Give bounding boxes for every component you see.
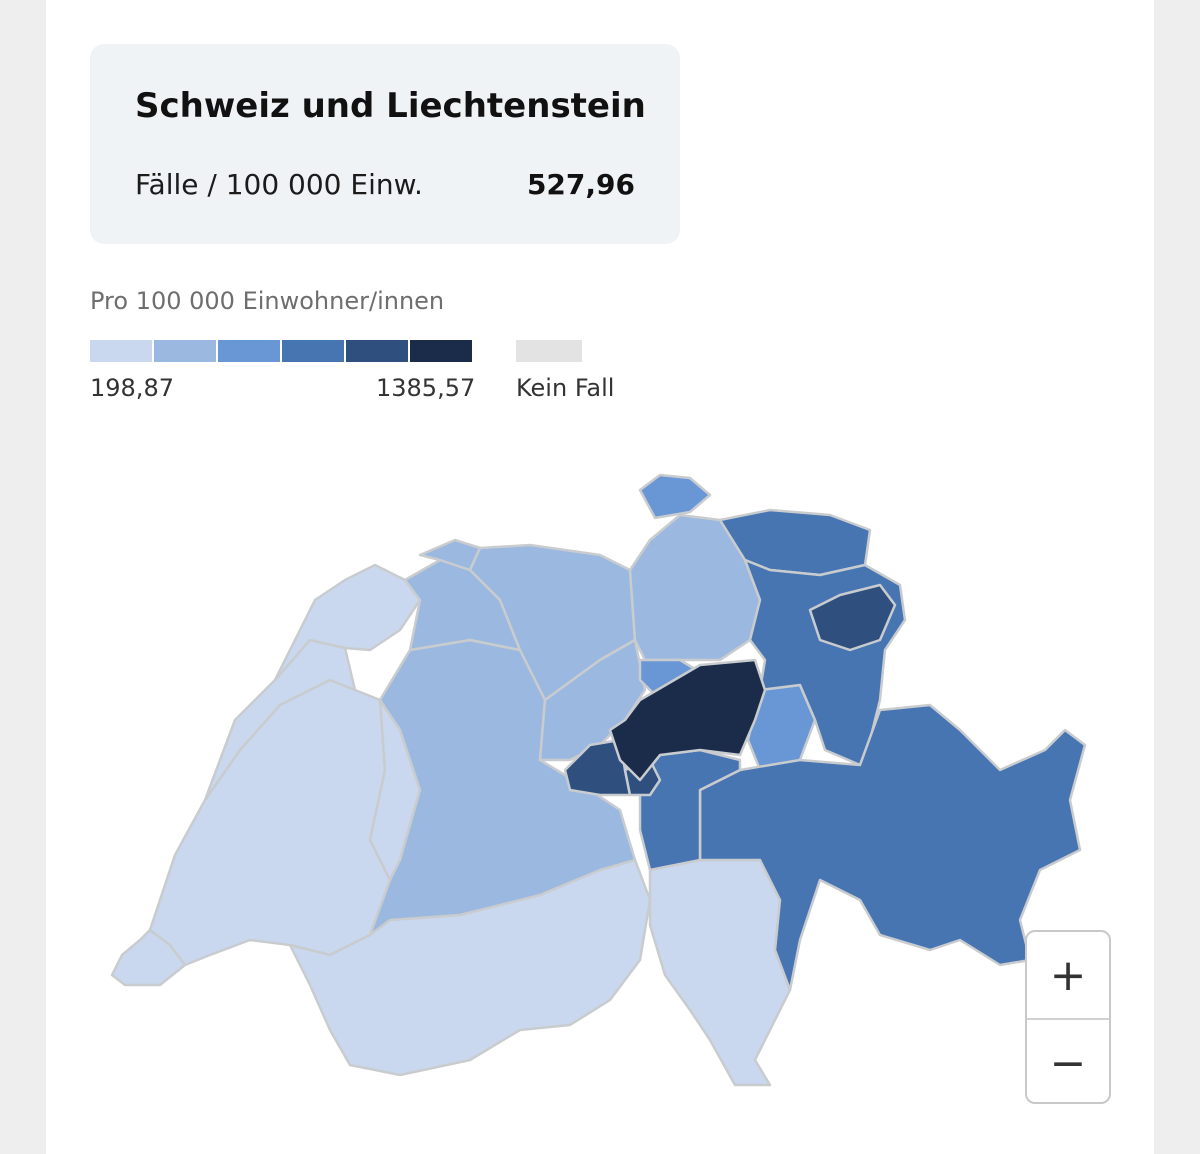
metric-value: 527,96 xyxy=(526,168,635,201)
region-schwyz[interactable] xyxy=(608,658,767,782)
region-waadt[interactable] xyxy=(148,678,392,967)
legend-swatch-1 xyxy=(90,340,152,362)
legend-title: Pro 100 000 Einwohner/innen xyxy=(90,287,445,315)
zoom-in-button[interactable]: + xyxy=(1049,949,1087,1001)
legend-swatch-5 xyxy=(346,340,408,362)
region-neuenburg[interactable] xyxy=(203,638,357,802)
region-tessin[interactable] xyxy=(648,858,792,1087)
zoom-control: + − xyxy=(1025,930,1111,1104)
legend-swatch-3 xyxy=(218,340,280,362)
legend-no-case-swatch xyxy=(516,340,582,362)
summary-box: Schweiz und Liechtenstein Fälle / 100 00… xyxy=(90,44,680,244)
legend-no-case-label: Kein Fall xyxy=(516,374,615,402)
legend-max-label: 1385,57 xyxy=(376,374,476,402)
summary-row: Fälle / 100 000 Einw. 527,96 xyxy=(135,168,635,201)
legend-min-label: 198,87 xyxy=(90,374,174,402)
region-appenzell[interactable] xyxy=(808,583,897,652)
zoom-out-button[interactable]: − xyxy=(1027,1018,1109,1102)
region-graubuenden[interactable] xyxy=(698,703,1087,992)
legend-swatch-4 xyxy=(282,340,344,362)
summary-title: Schweiz und Liechtenstein xyxy=(135,86,646,126)
legend-color-scale xyxy=(90,340,474,362)
legend-swatch-6 xyxy=(410,340,472,362)
region-schaffhausen[interactable] xyxy=(638,473,712,520)
metric-label: Fälle / 100 000 Einw. xyxy=(135,168,423,201)
legend-swatch-2 xyxy=(154,340,216,362)
